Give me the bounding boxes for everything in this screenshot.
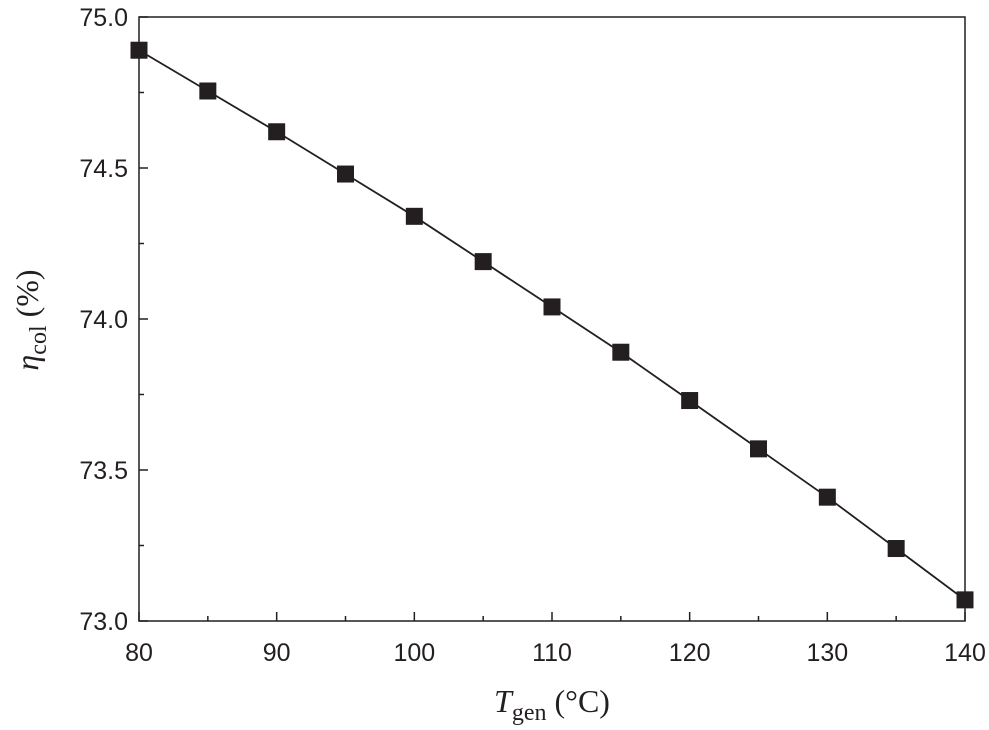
y-tick-label: 73.0 [79,608,128,636]
x-tick-label: 120 [669,639,711,667]
x-tick-label: 110 [532,639,572,667]
data-point [199,82,217,100]
x-axis-symbol: T [494,683,514,719]
y-tick-label: 74.5 [79,155,128,183]
x-tick-label: 130 [806,639,848,667]
data-point [887,540,905,558]
data-point [337,165,354,183]
data-point [956,591,974,609]
data-point [612,343,630,361]
series-markers [130,41,974,609]
x-axis-subscript: gen [512,700,547,726]
data-point [130,41,148,59]
x-axis-title: Tgen (°C) [494,683,610,726]
x-axis-unit: (°C) [547,683,610,719]
y-tick-label: 73.5 [79,457,128,485]
axis-ticks [138,16,966,622]
data-point [818,488,836,506]
x-tick-label: 80 [125,639,153,667]
data-point [474,253,492,271]
x-tick-label: 140 [944,639,986,667]
data-point [750,440,767,458]
y-tick-label: 75.0 [79,4,128,32]
y-axis-unit: (%) [9,269,45,325]
x-tick-label: 90 [263,639,291,667]
x-tick-label: 100 [393,639,435,667]
y-tick-label: 74.0 [79,306,128,334]
data-point [681,392,699,410]
y-axis-subscript: col [26,325,52,355]
y-axis-symbol: η [9,355,45,371]
plot-frame [138,16,966,622]
x-tick-labels: 80 90 100 110 120 130 140 [125,639,986,667]
data-point [543,298,561,316]
series-line [138,49,966,601]
data-point [268,123,286,141]
y-tick-labels: 73.0 73.5 74.0 74.5 75.0 [79,4,128,636]
y-axis-title: ηcol (%) [9,269,52,370]
data-point [405,207,423,225]
